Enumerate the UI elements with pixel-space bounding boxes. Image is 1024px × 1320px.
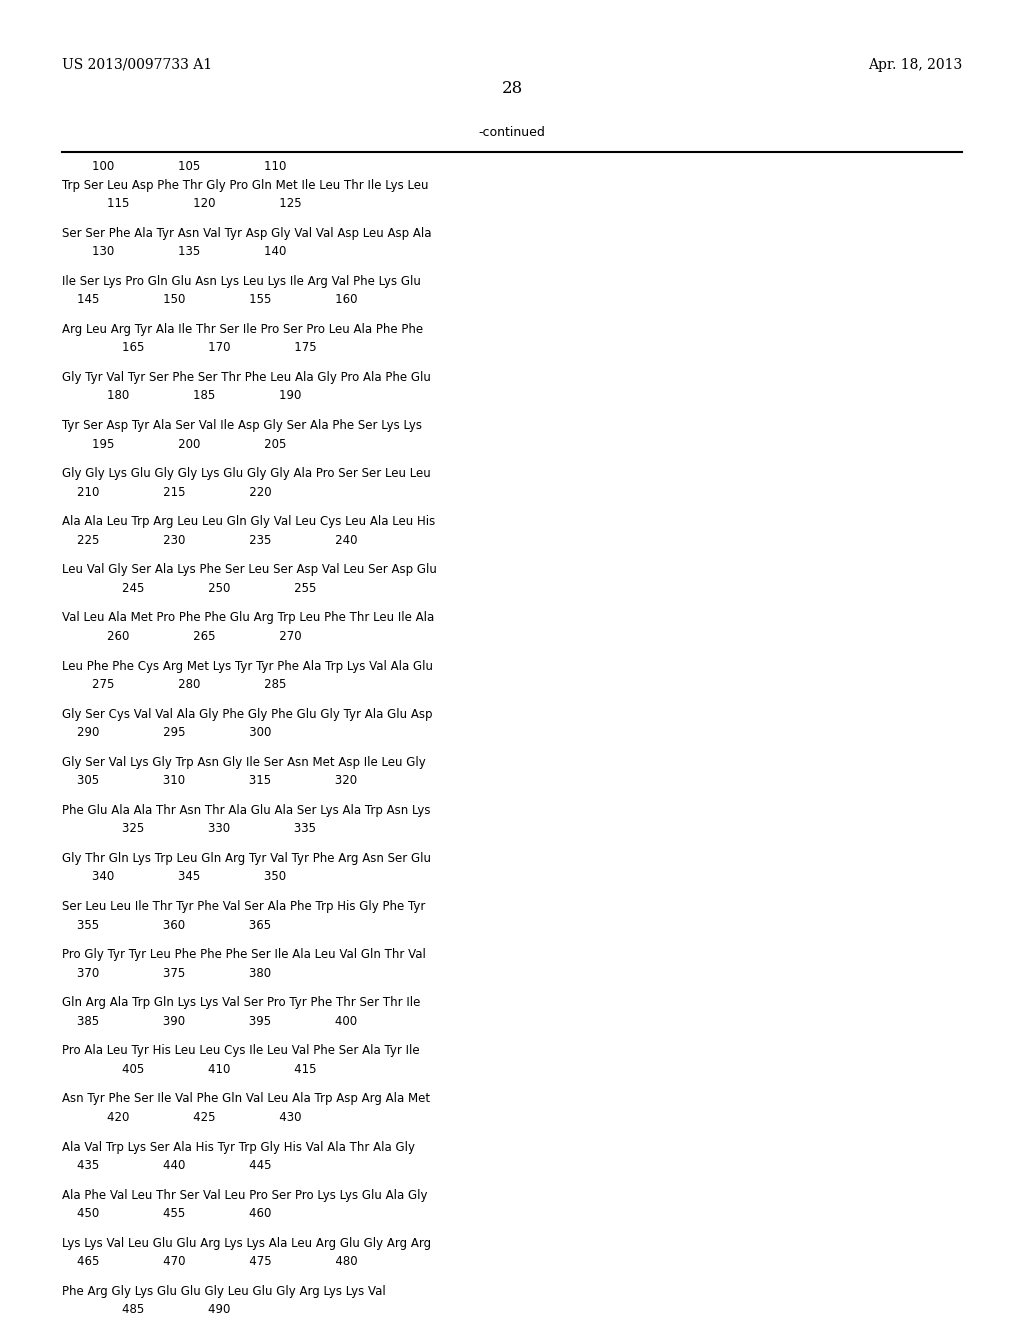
Text: 28: 28	[502, 81, 522, 96]
Text: 450                 455                 460: 450 455 460	[62, 1206, 271, 1220]
Text: 340                 345                 350: 340 345 350	[62, 870, 286, 883]
Text: Lys Lys Val Leu Glu Glu Arg Lys Lys Ala Leu Arg Glu Gly Arg Arg: Lys Lys Val Leu Glu Glu Arg Lys Lys Ala …	[62, 1237, 431, 1250]
Text: Asn Tyr Phe Ser Ile Val Phe Gln Val Leu Ala Trp Asp Arg Ala Met: Asn Tyr Phe Ser Ile Val Phe Gln Val Leu …	[62, 1093, 430, 1105]
Text: 435                 440                 445: 435 440 445	[62, 1159, 271, 1172]
Text: 260                 265                 270: 260 265 270	[62, 630, 302, 643]
Text: 385                 390                 395                 400: 385 390 395 400	[62, 1015, 357, 1028]
Text: Ile Ser Lys Pro Gln Glu Asn Lys Leu Lys Ile Arg Val Phe Lys Glu: Ile Ser Lys Pro Gln Glu Asn Lys Leu Lys …	[62, 275, 421, 288]
Text: US 2013/0097733 A1: US 2013/0097733 A1	[62, 58, 212, 73]
Text: 355                 360                 365: 355 360 365	[62, 919, 271, 932]
Text: 290                 295                 300: 290 295 300	[62, 726, 271, 739]
Text: 245                 250                 255: 245 250 255	[62, 582, 316, 595]
Text: Ser Ser Phe Ala Tyr Asn Val Tyr Asp Gly Val Val Asp Leu Asp Ala: Ser Ser Phe Ala Tyr Asn Val Tyr Asp Gly …	[62, 227, 431, 240]
Text: Pro Ala Leu Tyr His Leu Leu Cys Ile Leu Val Phe Ser Ala Tyr Ile: Pro Ala Leu Tyr His Leu Leu Cys Ile Leu …	[62, 1044, 420, 1057]
Text: Tyr Ser Asp Tyr Ala Ser Val Ile Asp Gly Ser Ala Phe Ser Lys Lys: Tyr Ser Asp Tyr Ala Ser Val Ile Asp Gly …	[62, 418, 422, 432]
Text: Trp Ser Leu Asp Phe Thr Gly Pro Gln Met Ile Leu Thr Ile Lys Leu: Trp Ser Leu Asp Phe Thr Gly Pro Gln Met …	[62, 178, 428, 191]
Text: 210                 215                 220: 210 215 220	[62, 486, 271, 499]
Text: Gly Thr Gln Lys Trp Leu Gln Arg Tyr Val Tyr Phe Arg Asn Ser Glu: Gly Thr Gln Lys Trp Leu Gln Arg Tyr Val …	[62, 851, 431, 865]
Text: 305                 310                 315                 320: 305 310 315 320	[62, 775, 357, 787]
Text: Arg Leu Arg Tyr Ala Ile Thr Ser Ile Pro Ser Pro Leu Ala Phe Phe: Arg Leu Arg Tyr Ala Ile Thr Ser Ile Pro …	[62, 323, 423, 335]
Text: -continued: -continued	[478, 125, 546, 139]
Text: Ala Ala Leu Trp Arg Leu Leu Gln Gly Val Leu Cys Leu Ala Leu His: Ala Ala Leu Trp Arg Leu Leu Gln Gly Val …	[62, 515, 435, 528]
Text: Gly Ser Cys Val Val Ala Gly Phe Gly Phe Glu Gly Tyr Ala Glu Asp: Gly Ser Cys Val Val Ala Gly Phe Gly Phe …	[62, 708, 432, 721]
Text: 225                 230                 235                 240: 225 230 235 240	[62, 533, 357, 546]
Text: Ala Phe Val Leu Thr Ser Val Leu Pro Ser Pro Lys Lys Glu Ala Gly: Ala Phe Val Leu Thr Ser Val Leu Pro Ser …	[62, 1188, 427, 1201]
Text: 115                 120                 125: 115 120 125	[62, 197, 302, 210]
Text: Ser Leu Leu Ile Thr Tyr Phe Val Ser Ala Phe Trp His Gly Phe Tyr: Ser Leu Leu Ile Thr Tyr Phe Val Ser Ala …	[62, 900, 425, 913]
Text: Ala Val Trp Lys Ser Ala His Tyr Trp Gly His Val Ala Thr Ala Gly: Ala Val Trp Lys Ser Ala His Tyr Trp Gly …	[62, 1140, 415, 1154]
Text: 420                 425                 430: 420 425 430	[62, 1111, 301, 1123]
Text: Gly Gly Lys Glu Gly Gly Lys Glu Gly Gly Ala Pro Ser Ser Leu Leu: Gly Gly Lys Glu Gly Gly Lys Glu Gly Gly …	[62, 467, 431, 480]
Text: Gly Ser Val Lys Gly Trp Asn Gly Ile Ser Asn Met Asp Ile Leu Gly: Gly Ser Val Lys Gly Trp Asn Gly Ile Ser …	[62, 756, 426, 768]
Text: 405                 410                 415: 405 410 415	[62, 1063, 316, 1076]
Text: 275                 280                 285: 275 280 285	[62, 678, 287, 690]
Text: 180                 185                 190: 180 185 190	[62, 389, 301, 403]
Text: Gln Arg Ala Trp Gln Lys Lys Val Ser Pro Tyr Phe Thr Ser Thr Ile: Gln Arg Ala Trp Gln Lys Lys Val Ser Pro …	[62, 997, 421, 1010]
Text: Apr. 18, 2013: Apr. 18, 2013	[867, 58, 962, 73]
Text: Val Leu Ala Met Pro Phe Phe Glu Arg Trp Leu Phe Thr Leu Ile Ala: Val Leu Ala Met Pro Phe Phe Glu Arg Trp …	[62, 611, 434, 624]
Text: 485                 490: 485 490	[62, 1303, 230, 1316]
Text: 195                 200                 205: 195 200 205	[62, 437, 287, 450]
Text: Leu Phe Phe Cys Arg Met Lys Tyr Tyr Phe Ala Trp Lys Val Ala Glu: Leu Phe Phe Cys Arg Met Lys Tyr Tyr Phe …	[62, 660, 433, 672]
Text: Leu Val Gly Ser Ala Lys Phe Ser Leu Ser Asp Val Leu Ser Asp Glu: Leu Val Gly Ser Ala Lys Phe Ser Leu Ser …	[62, 564, 437, 577]
Text: 100                 105                 110: 100 105 110	[62, 160, 287, 173]
Text: Phe Glu Ala Ala Thr Asn Thr Ala Glu Ala Ser Lys Ala Trp Asn Lys: Phe Glu Ala Ala Thr Asn Thr Ala Glu Ala …	[62, 804, 430, 817]
Text: 465                 470                 475                 480: 465 470 475 480	[62, 1255, 357, 1269]
Text: Phe Arg Gly Lys Glu Glu Gly Leu Glu Gly Arg Lys Lys Val: Phe Arg Gly Lys Glu Glu Gly Leu Glu Gly …	[62, 1284, 386, 1298]
Text: 145                 150                 155                 160: 145 150 155 160	[62, 293, 357, 306]
Text: 370                 375                 380: 370 375 380	[62, 966, 271, 979]
Text: 165                 170                 175: 165 170 175	[62, 342, 316, 354]
Text: 325                 330                 335: 325 330 335	[62, 822, 316, 836]
Text: Pro Gly Tyr Tyr Leu Phe Phe Phe Ser Ile Ala Leu Val Gln Thr Val: Pro Gly Tyr Tyr Leu Phe Phe Phe Ser Ile …	[62, 948, 426, 961]
Text: Gly Tyr Val Tyr Ser Phe Ser Thr Phe Leu Ala Gly Pro Ala Phe Glu: Gly Tyr Val Tyr Ser Phe Ser Thr Phe Leu …	[62, 371, 431, 384]
Text: 130                 135                 140: 130 135 140	[62, 246, 287, 259]
